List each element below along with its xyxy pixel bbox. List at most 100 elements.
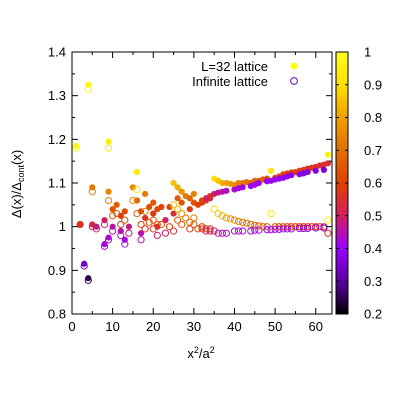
- colorbar-tick-label: 1: [364, 45, 371, 60]
- point-l32: [324, 160, 332, 167]
- point-infinite: [76, 220, 84, 229]
- point-infinite: [190, 214, 198, 222]
- point-l32: [170, 179, 177, 187]
- point-infinite: [109, 212, 117, 220]
- point-l32: [105, 138, 112, 145]
- point-l32: [158, 203, 165, 211]
- y-tick-label: 1.4: [48, 45, 66, 60]
- y-tick-label: 0.9: [48, 263, 66, 278]
- point-infinite: [312, 224, 320, 232]
- point-l32: [223, 187, 230, 194]
- point-l32: [174, 184, 181, 191]
- point-l32: [312, 167, 319, 174]
- point-l32: [72, 142, 80, 149]
- point-l32: [101, 241, 108, 248]
- point-infinite: [104, 236, 113, 244]
- x-tick-label: 40: [227, 319, 241, 334]
- point-infinite: [104, 196, 113, 205]
- point-infinite: [153, 220, 161, 229]
- x-axis-label: x2/a2: [187, 345, 214, 361]
- point-l32: [267, 167, 275, 174]
- point-infinite: [230, 216, 239, 224]
- point-infinite: [153, 231, 161, 239]
- point-infinite: [267, 209, 275, 218]
- point-infinite: [109, 227, 117, 235]
- point-l32: [146, 203, 153, 211]
- point-l32: [324, 151, 332, 158]
- point-infinite: [141, 225, 149, 233]
- point-infinite: [80, 262, 88, 270]
- point-infinite: [125, 229, 133, 237]
- x-tick-label: 20: [146, 319, 160, 334]
- point-infinite: [247, 227, 255, 235]
- point-infinite: [133, 209, 141, 218]
- point-infinite: [279, 225, 287, 233]
- point-l32: [129, 184, 137, 191]
- x-tick-label: 30: [187, 319, 201, 334]
- point-infinite: [283, 225, 291, 233]
- point-infinite: [117, 220, 125, 229]
- point-infinite: [222, 229, 230, 237]
- point-infinite: [218, 212, 226, 220]
- point-infinite: [222, 214, 230, 222]
- point-l32: [133, 168, 141, 176]
- point-infinite: [198, 223, 206, 231]
- point-infinite: [194, 225, 202, 233]
- point-infinite: [251, 221, 259, 229]
- axes: 0 10 20 30 40 50 60 0.8 0.9 1 1.1 1.2 1.3 1.4: [48, 45, 333, 334]
- y-tick-label: 1.3: [48, 88, 66, 103]
- x-tick-label: 0: [68, 319, 75, 334]
- point-infinite: [287, 225, 295, 233]
- point-infinite: [133, 185, 141, 194]
- point-l32: [162, 217, 169, 224]
- colorbar-tick-label: 0.9: [364, 77, 382, 92]
- point-infinite: [165, 223, 174, 231]
- point-l32: [186, 206, 193, 213]
- point-infinite: [178, 220, 186, 229]
- point-infinite: [275, 223, 283, 231]
- point-infinite: [92, 225, 100, 233]
- point-infinite: [234, 217, 243, 226]
- point-infinite: [174, 205, 182, 213]
- colorbar-tick-label: 0.7: [364, 143, 382, 158]
- point-l32: [190, 190, 197, 198]
- point-infinite: [137, 236, 145, 244]
- point-infinite: [121, 240, 129, 248]
- point-infinite: [121, 216, 129, 224]
- legend-label-l32: L=32 lattice: [201, 59, 268, 74]
- point-l32: [142, 190, 149, 198]
- colorbar-tick-label: 0.3: [364, 274, 382, 289]
- point-infinite: [251, 226, 259, 234]
- point-infinite: [113, 209, 121, 218]
- point-infinite: [100, 220, 109, 229]
- point-infinite: [239, 218, 247, 226]
- plot-frame: [71, 51, 333, 315]
- y-tick-label: 0.8: [48, 307, 66, 322]
- colorbar: 0.2 0.3 0.4 0.5 0.6 0.7 0.8 0.9 1: [335, 45, 382, 322]
- point-infinite: [84, 276, 92, 284]
- point-infinite: [255, 222, 263, 230]
- point-l32: [150, 210, 157, 217]
- point-infinite: [206, 225, 214, 233]
- point-l32: [178, 188, 185, 195]
- point-infinite: [178, 209, 186, 218]
- point-l32: [154, 223, 161, 230]
- y-tick-label: 1.2: [48, 132, 66, 147]
- x-tick-label: 50: [268, 319, 282, 334]
- point-infinite: [226, 215, 235, 223]
- point-l32: [239, 184, 246, 191]
- point-infinite: [218, 229, 226, 237]
- point-l32: [186, 195, 193, 202]
- point-infinite: [129, 196, 137, 205]
- point-infinite: [141, 207, 149, 215]
- point-infinite: [210, 227, 218, 235]
- point-infinite: [255, 226, 263, 234]
- point-infinite: [100, 242, 109, 250]
- point-l32: [150, 199, 157, 206]
- point-l32: [105, 188, 112, 195]
- point-l32: [170, 210, 177, 217]
- point-infinite: [104, 144, 113, 152]
- point-infinite: [239, 227, 247, 235]
- legend-marker-l32: [290, 62, 298, 70]
